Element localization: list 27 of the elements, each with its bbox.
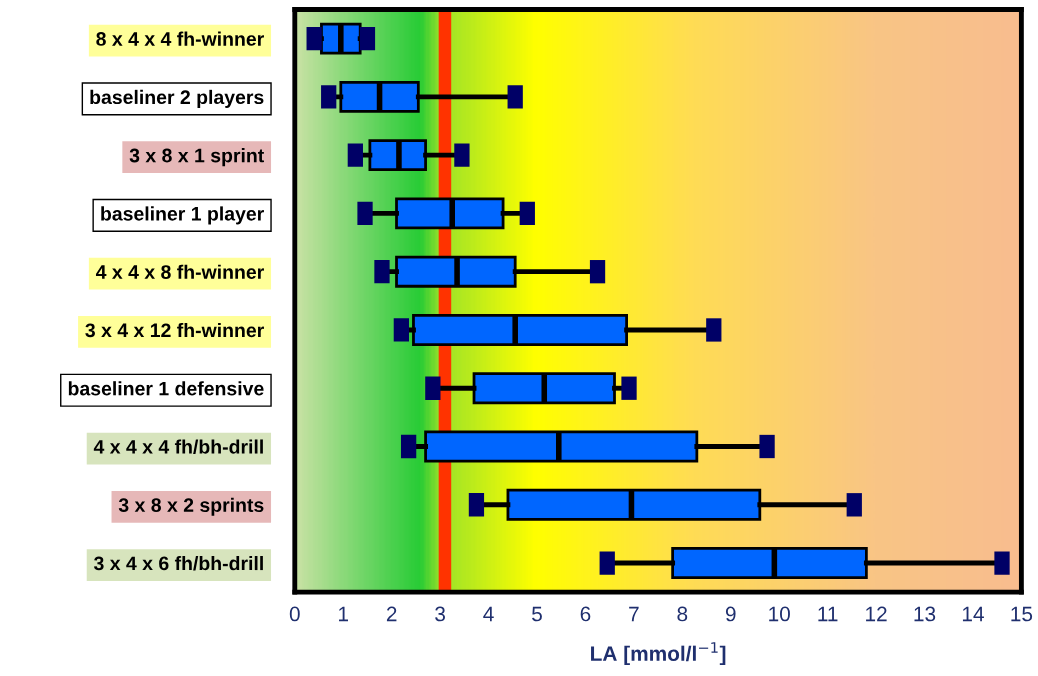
x-tick-label: 4 <box>483 606 494 622</box>
y-tick-label: 4 x 4 x 8 fh-winner <box>95 264 264 279</box>
y-tick-label: 3 x 4 x 12 fh-winner <box>85 322 264 338</box>
y-tick-label: 3 x 8 x 2 sprints <box>118 497 264 516</box>
x-tick-label: 13 <box>914 606 936 622</box>
x-axis-title: LA [mmol/l$^{−1}$] <box>591 642 726 666</box>
x-tick-label: 14 <box>962 606 984 622</box>
x-tick-label: 11 <box>818 606 838 622</box>
y-tick-label: baseliner 2 players <box>90 89 264 108</box>
x-tick-label: 2 <box>386 606 397 622</box>
x-tick-label: 7 <box>629 606 639 622</box>
x-tick-label: 6 <box>580 606 591 622</box>
x-tick-label: 1 <box>339 606 349 622</box>
x-tick-label: 9 <box>725 606 736 622</box>
y-tick-label: 3 x 8 x 1 sprint <box>129 148 265 167</box>
y-tick-label: 4 x 4 x 4 fh/bh-drill <box>93 439 263 454</box>
x-tick-label: 3 <box>435 606 445 622</box>
x-tick-label: 0 <box>289 606 300 622</box>
y-tick-label: baseliner 1 defensive <box>68 381 264 396</box>
x-tick-label: 12 <box>866 606 887 622</box>
x-tick-label: 10 <box>769 606 790 622</box>
y-tick-label: baseliner 1 player <box>101 206 264 225</box>
y-tick-label: 3 x 4 x 6 fh/bh-drill <box>93 555 263 571</box>
x-tick-label: 8 <box>677 606 688 622</box>
x-tick-label: 15 <box>1011 606 1033 622</box>
y-tick-label: 8 x 4 x 4 fh-winner <box>96 31 264 46</box>
x-tick-label: 5 <box>532 606 542 622</box>
